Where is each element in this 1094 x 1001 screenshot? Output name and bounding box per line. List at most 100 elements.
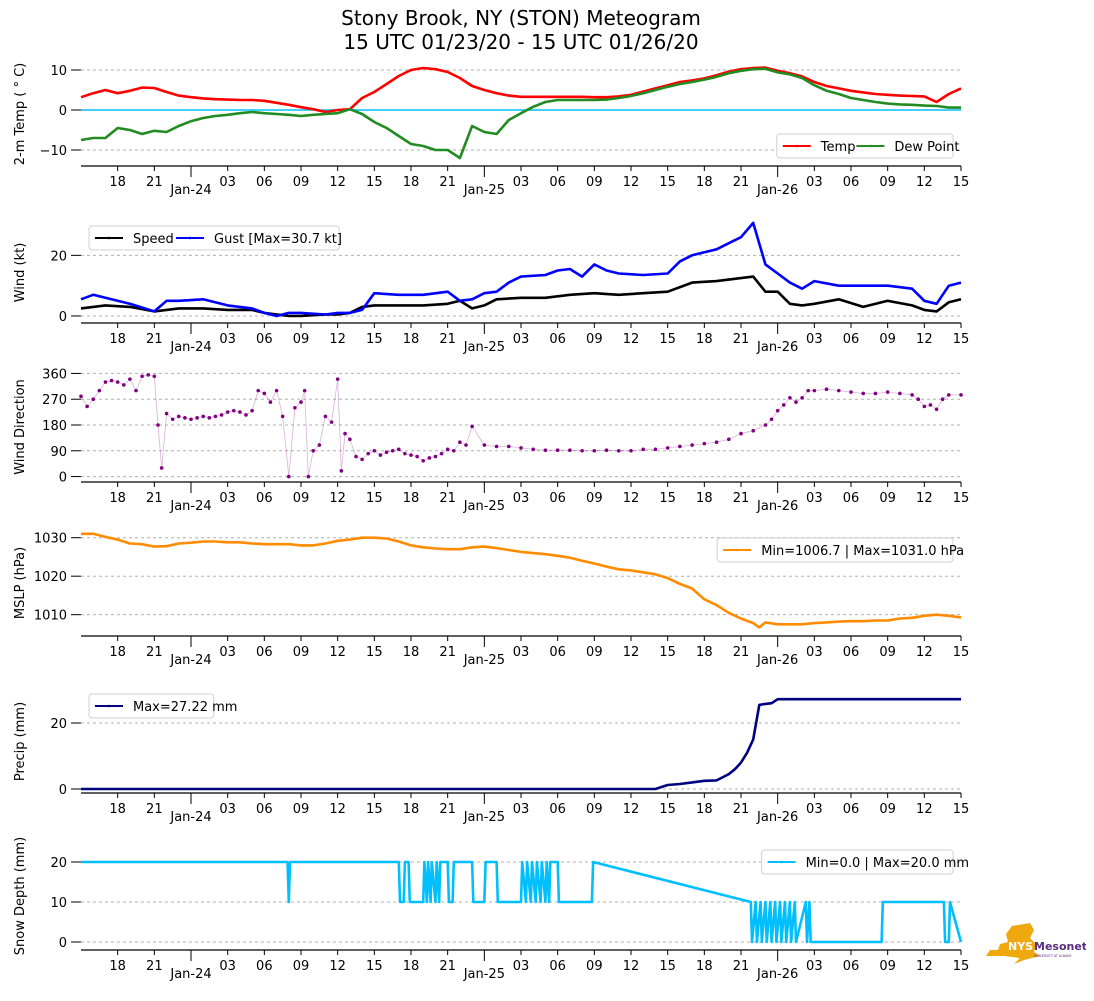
x-day-label: Jan-25 [463,810,505,825]
x-tick-label: 06 [549,802,566,817]
x-tick-label: 21 [146,491,163,506]
y-axis-label: Wind Direction [13,379,28,475]
x-tick-label: 18 [109,491,126,506]
data-point [763,423,768,427]
legend-label: Max=27.22 mm [133,700,237,715]
x-tick-label: 18 [696,332,713,347]
y-tick-label: 1030 [34,532,67,547]
y-axis-label: Wind (kt) [13,243,28,303]
data-point [898,391,902,396]
x-tick-label: 06 [843,645,860,660]
x-tick-label: 06 [843,175,860,190]
x-tick-label: 09 [586,332,603,347]
data-point [121,383,126,387]
x-day-label: Jan-25 [463,653,505,668]
x-tick-label: 03 [219,645,236,660]
data-point [97,388,102,393]
x-tick-label: 18 [403,959,420,974]
x-tick-label: 15 [953,175,970,190]
panel-temp: −10 0 10 2-m Temp ( ° C) 18 21 03 06 09 12 15 18 21 0… [13,63,969,198]
y-tick-label: 10 [50,64,67,79]
x-tick-label: 03 [806,175,823,190]
x-tick-label: 06 [843,959,860,974]
x-tick-label: 21 [439,645,456,660]
x-tick-label: 03 [219,332,236,347]
x-tick-label: 21 [439,959,456,974]
data-point [128,377,132,381]
x-tick-label: 18 [109,175,126,190]
data-point [690,443,694,447]
y-tick-label: 0 [59,936,67,951]
nys-mesonet-logo: NYS Mesonet UNIVERSITY AT ALBANY [986,923,1086,964]
data-point [494,444,499,449]
y-tick-label: 10 [50,896,67,911]
data-point [79,394,83,399]
data-point [152,374,157,379]
data-point [207,416,212,420]
x-day-label: Jan-24 [169,653,211,668]
data-point [916,397,921,402]
x-tick-label: 12 [329,175,346,190]
data-point [293,406,297,410]
y-tick-label: 0 [59,471,67,486]
x-tick-label: 09 [879,175,896,190]
legend-marker [107,704,111,708]
data-point [824,387,829,391]
legend-box [761,849,954,875]
data-point [372,448,377,453]
data-point [806,388,811,393]
x-tick-label: 15 [659,959,676,974]
data-point [323,414,328,419]
data-point [378,453,383,457]
data-point [702,441,707,446]
x-tick-label: 21 [439,491,456,506]
x-tick-label: 03 [513,491,530,506]
legend-marker [780,860,783,864]
data-point [800,395,804,400]
series-line-temp [80,66,962,114]
data-point [641,447,646,452]
y-tick-label: 20 [50,249,67,264]
logo-subtext: UNIVERSITY AT ALBANY [1034,954,1072,958]
data-point [403,451,407,456]
data-point [156,423,160,427]
data-point [421,459,426,463]
x-tick-label: 06 [256,959,273,974]
data-point [360,457,364,462]
panel-precip: 0 20 Precip (mm) 18 21 03 06 09 12 15 18 21 03 06 09 12… [13,693,969,825]
x-tick-label: 09 [879,491,896,506]
series-line-speed [80,275,962,318]
data-point [568,448,572,453]
x-tick-label: 06 [256,645,273,660]
data-point [231,408,236,413]
y-axis-label: Precip (mm) [13,702,28,781]
x-tick-label: 09 [293,332,310,347]
legend-label: Min=1006.7 | Max=1031.0 hPa [761,544,964,559]
data-point [519,446,523,450]
x-tick-label: 21 [146,802,163,817]
legend-marker [107,236,111,240]
x-day-label: Jan-26 [756,499,798,514]
data-point [85,404,89,409]
x-tick-label: 21 [146,959,163,974]
data-point [115,380,120,384]
data-point [470,424,474,429]
data-point [317,443,322,447]
data-point [482,443,487,447]
x-tick-label: 21 [439,332,456,347]
x-tick-label: 03 [806,645,823,660]
x-tick-label: 21 [146,175,163,190]
x-tick-label: 21 [733,491,750,506]
y-tick-label: −10 [40,144,67,159]
x-tick-label: 15 [366,175,383,190]
x-tick-label: 18 [403,175,420,190]
legend-marker [735,548,739,552]
x-day-label: Jan-25 [463,499,505,514]
x-tick-label: 03 [513,959,530,974]
x-tick-label: 12 [329,802,346,817]
data-point [170,417,175,422]
data-point [146,373,151,377]
legend-label: Temp [820,140,856,155]
data-point [616,448,621,453]
data-point [329,420,334,424]
